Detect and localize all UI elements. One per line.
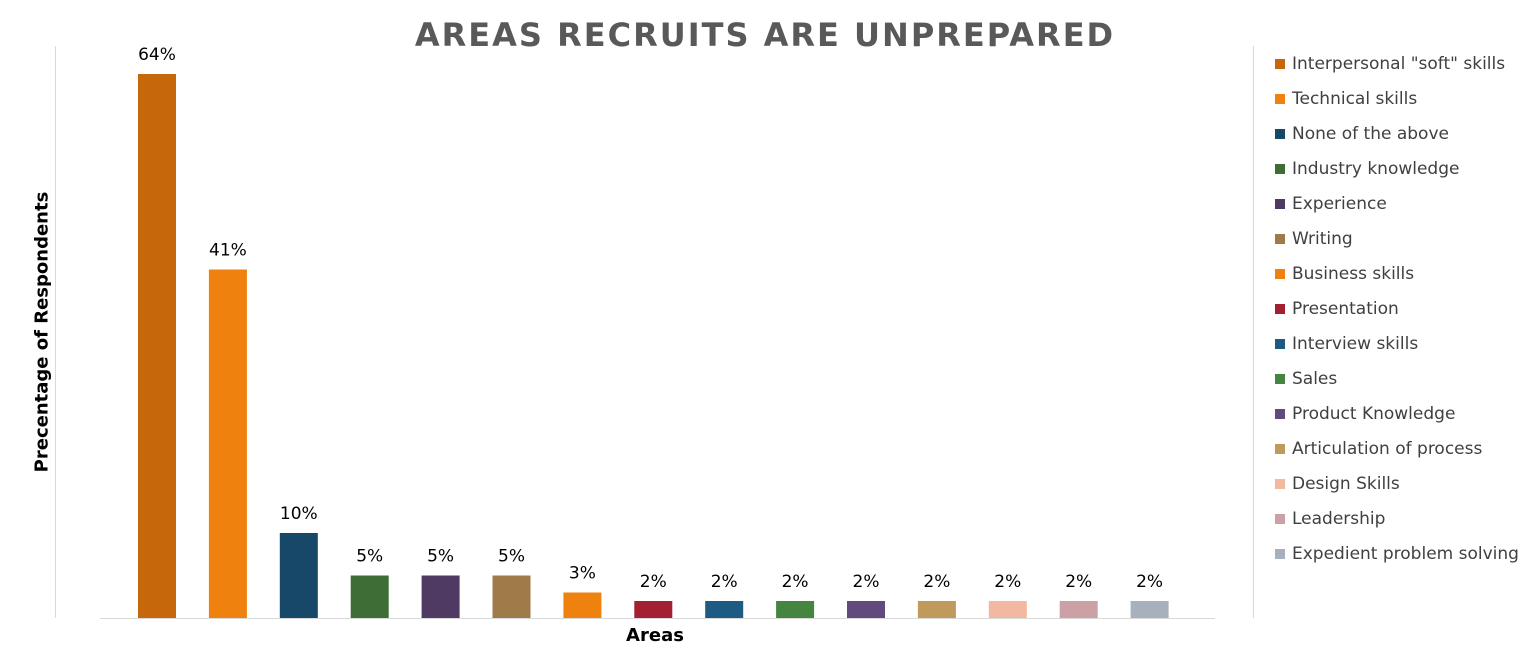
bar-2 — [279, 533, 318, 618]
legend-label: Articulation of process — [1292, 438, 1483, 459]
legend-swatch — [1275, 443, 1285, 454]
legend-label: Industry knowledge — [1292, 158, 1460, 179]
bar-data-label-10: 2% — [853, 572, 880, 592]
legend-label: Leadership — [1292, 508, 1386, 529]
legend-swatch — [1275, 548, 1285, 559]
legend-swatch — [1275, 233, 1285, 244]
bar-1 — [208, 269, 247, 618]
chart-title: AREAS RECRUITS ARE UNPREPARED — [414, 16, 1116, 54]
bar-data-label-3: 5% — [356, 547, 383, 567]
bar-14 — [1130, 601, 1169, 618]
legend-item: Sales — [1275, 361, 1519, 396]
bar-10 — [847, 601, 885, 618]
bar-data-label-0: 64% — [138, 45, 176, 65]
legend-swatch — [1275, 163, 1285, 174]
legend-label: Technical skills — [1292, 88, 1418, 109]
legend-label: Product Knowledge — [1292, 403, 1456, 424]
plot-frame-left — [55, 46, 56, 618]
legend-item: Writing — [1275, 221, 1519, 256]
bar-data-label-6: 3% — [569, 564, 596, 584]
legend-item: Experience — [1275, 186, 1519, 221]
bar-data-label-14: 2% — [1136, 572, 1163, 592]
bar-plot-area: 64% 41% 10% 5% 5% 5% 3% 2% 2% 2% 2% 2% 2% 2% 2% — [100, 45, 1215, 619]
legend-swatch — [1275, 513, 1285, 524]
legend-swatch — [1275, 478, 1285, 489]
legend-label: Presentation — [1292, 298, 1399, 319]
bar-5 — [492, 575, 531, 618]
legend-item: Interview skills — [1275, 326, 1519, 361]
legend-item: None of the above — [1275, 116, 1519, 151]
legend-swatch — [1275, 58, 1285, 69]
bar-9 — [776, 601, 815, 618]
legend-item: Industry knowledge — [1275, 151, 1519, 186]
legend-item: Presentation — [1275, 291, 1519, 326]
legend-label: Interpersonal "soft" skills — [1292, 53, 1506, 74]
legend-item: Product Knowledge — [1275, 396, 1519, 431]
legend-item: Technical skills — [1275, 81, 1519, 116]
legend-swatch — [1275, 338, 1285, 349]
legend-swatch — [1275, 198, 1285, 209]
legend-item: Leadership — [1275, 501, 1519, 536]
legend-swatch — [1275, 373, 1285, 384]
plot-frame-right — [1253, 46, 1254, 618]
legend-label: Interview skills — [1292, 333, 1419, 354]
bar-8 — [705, 601, 744, 618]
legend-label: Experience — [1292, 193, 1387, 214]
bar-data-label-13: 2% — [1065, 572, 1092, 592]
bar-7 — [634, 601, 673, 618]
bar-data-label-1: 41% — [209, 241, 247, 261]
legend-label: Business skills — [1292, 263, 1415, 284]
legend-swatch — [1275, 128, 1285, 139]
legend-item: Interpersonal "soft" skills — [1275, 46, 1519, 81]
legend-item: Expedient problem solving — [1275, 536, 1519, 571]
bar-12 — [988, 601, 1027, 618]
bar-4 — [421, 575, 460, 618]
legend-swatch — [1275, 93, 1285, 104]
legend-swatch — [1275, 408, 1285, 419]
legend-swatch — [1275, 268, 1285, 279]
chart-legend: Interpersonal "soft" skills Technical ski… — [1275, 46, 1519, 571]
legend-item: Design Skills — [1275, 466, 1519, 501]
legend-swatch — [1275, 303, 1285, 314]
legend-item: Business skills — [1275, 256, 1519, 291]
legend-label: Writing — [1292, 228, 1353, 249]
legend-label: Expedient problem solving — [1292, 543, 1519, 564]
bar-data-label-9: 2% — [782, 572, 809, 592]
bar-data-label-5: 5% — [498, 547, 525, 567]
bar-data-label-12: 2% — [994, 572, 1021, 592]
bar-data-label-11: 2% — [923, 572, 950, 592]
bar-6 — [563, 592, 602, 618]
bar-data-label-7: 2% — [640, 572, 667, 592]
bar-3 — [350, 575, 389, 618]
bar-data-label-2: 10% — [280, 504, 318, 524]
bar-11 — [917, 601, 956, 618]
x-axis-label: Areas — [626, 625, 684, 646]
bar-13 — [1059, 601, 1098, 618]
bar-0 — [138, 74, 176, 618]
legend-item: Articulation of process — [1275, 431, 1519, 466]
bar-data-label-4: 5% — [427, 547, 454, 567]
bar-data-label-8: 2% — [711, 572, 738, 592]
legend-label: Sales — [1292, 368, 1338, 389]
legend-label: None of the above — [1292, 123, 1449, 144]
legend-label: Design Skills — [1292, 473, 1400, 494]
